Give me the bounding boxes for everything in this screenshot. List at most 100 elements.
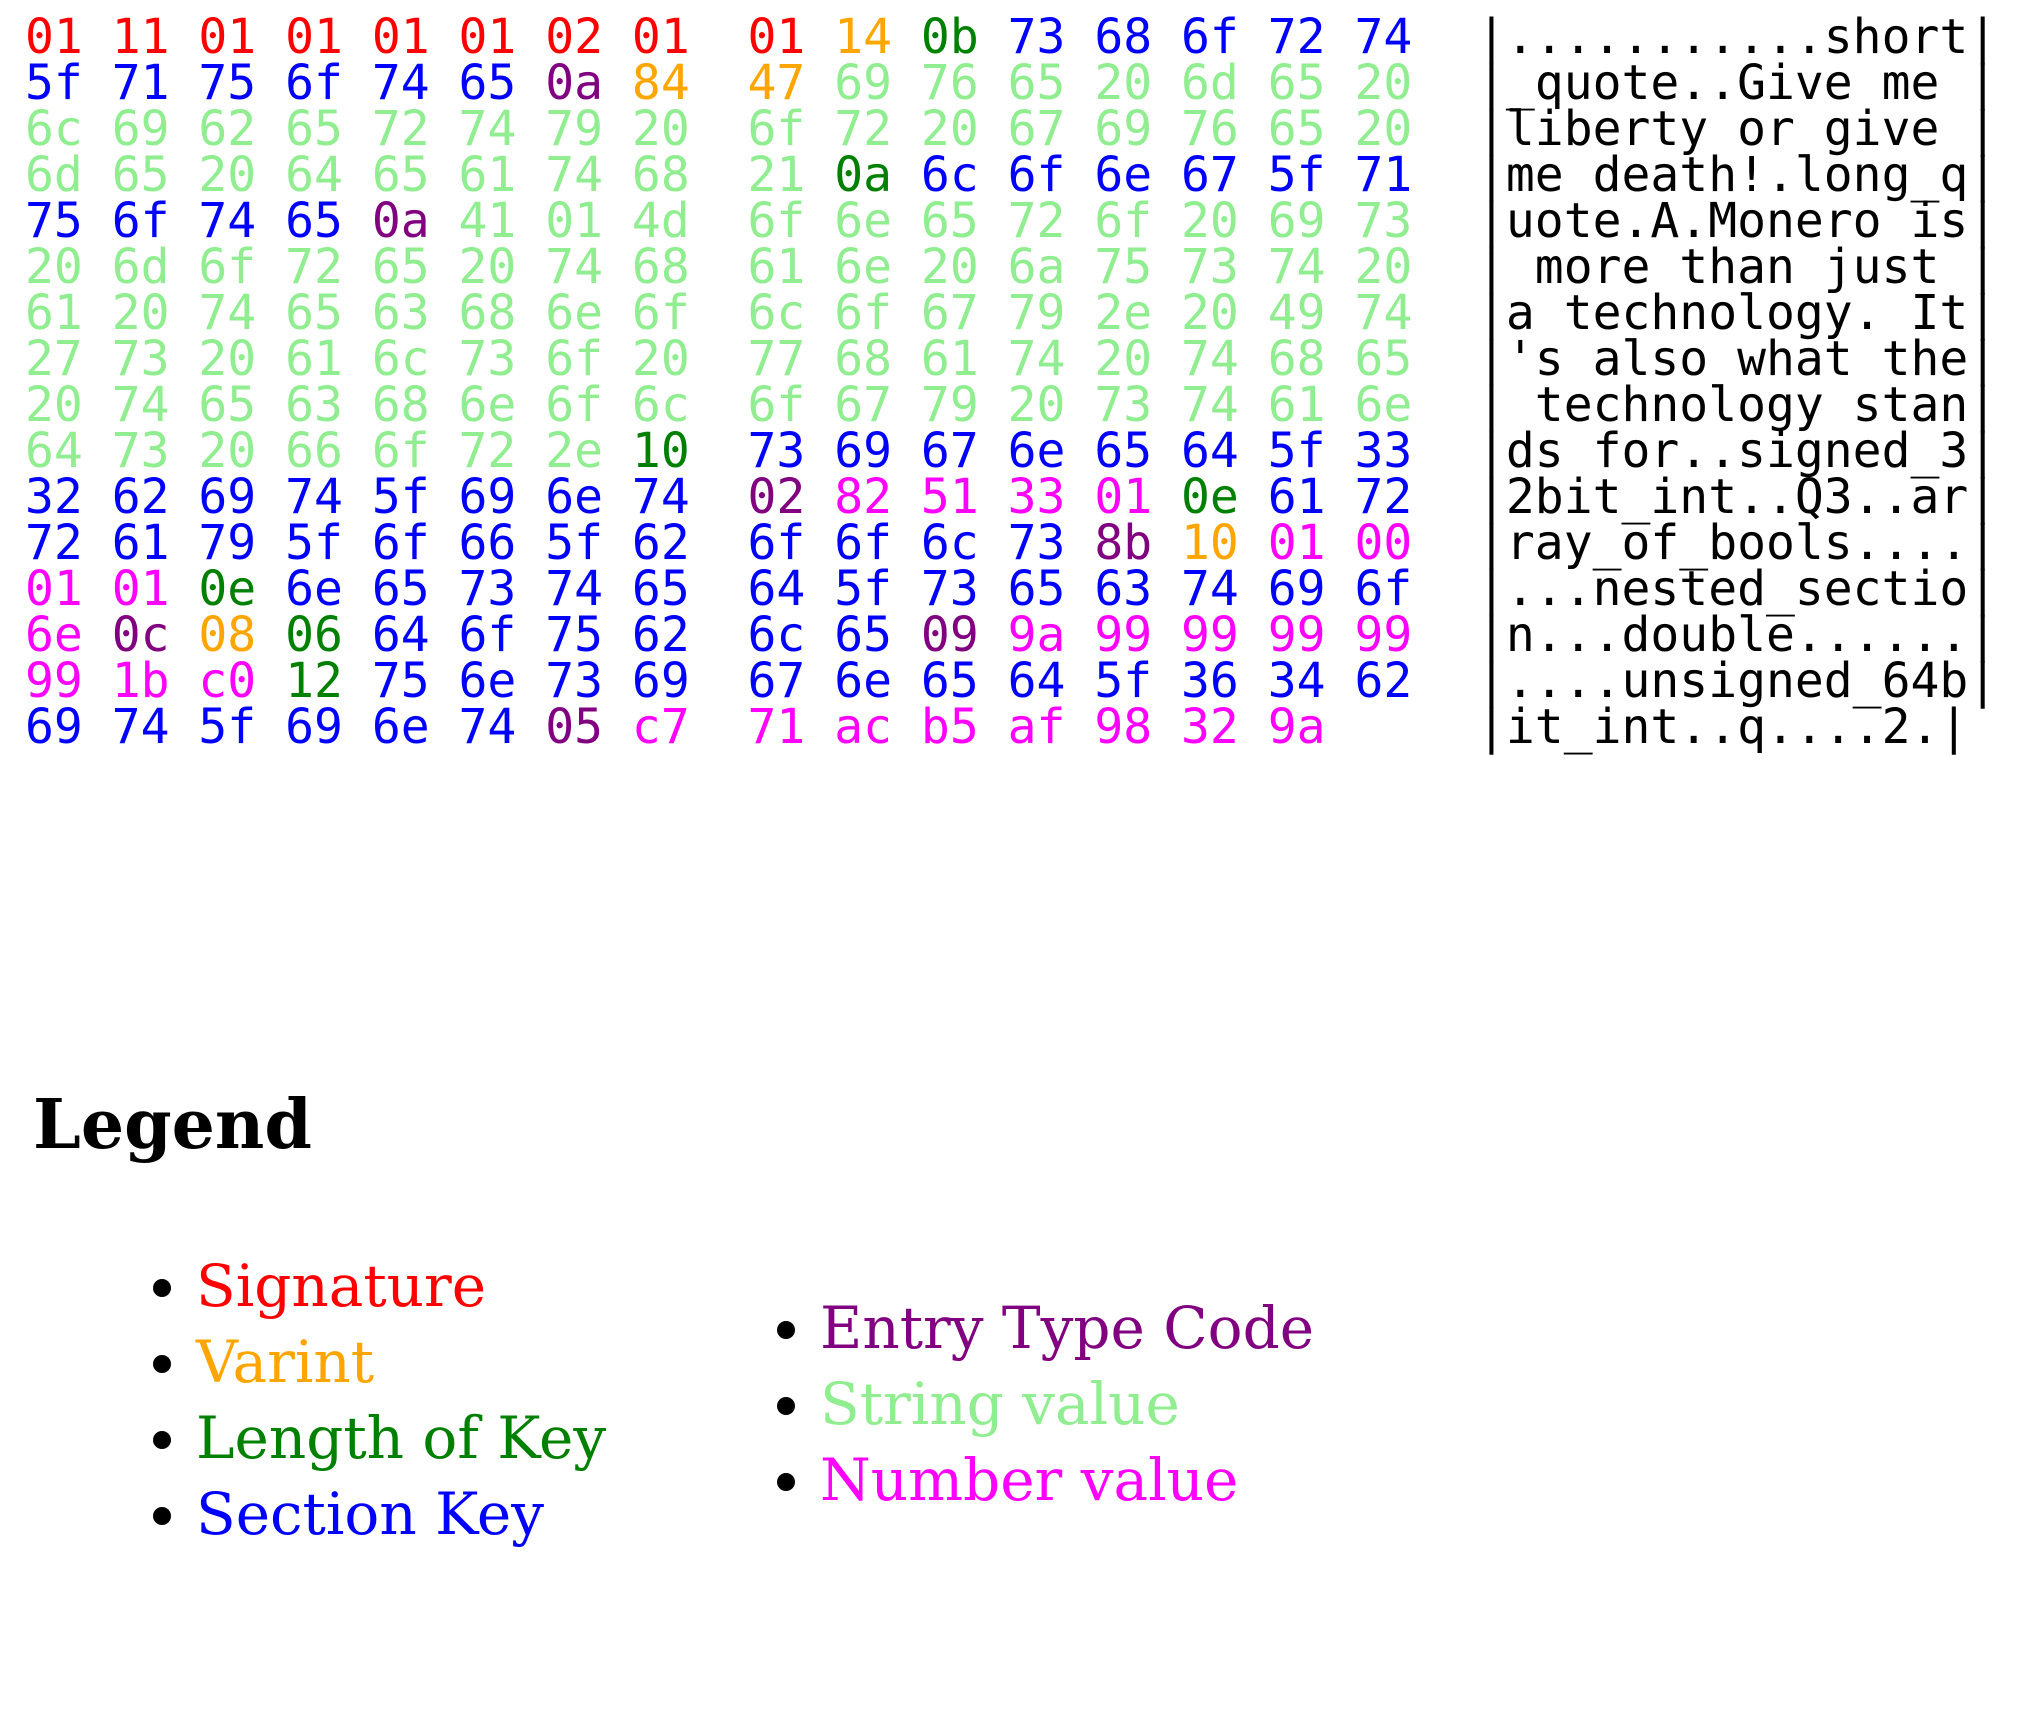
hex-byte: 05	[545, 699, 604, 755]
hex-byte: 65	[371, 561, 430, 617]
legend-title: Legend	[33, 1085, 312, 1165]
hex-byte: 6a	[1007, 239, 1066, 295]
hex-byte: 65	[111, 147, 170, 203]
hex-byte: 61	[25, 285, 83, 341]
hex-byte: 0b	[920, 9, 979, 65]
hex-byte: ac	[834, 699, 893, 755]
hex-byte: 72	[285, 239, 343, 295]
hex-byte: 61	[285, 331, 343, 387]
legend-item-label: Entry Type Code	[820, 1294, 1315, 1362]
hex-byte: 10	[1181, 515, 1239, 571]
hex-byte: 74	[458, 101, 517, 157]
hex-row: 6e 0c 08 06 64 6f 75 62 6c 65 09 9a 99 9…	[25, 611, 1997, 659]
hex-row: 61 20 74 65 63 68 6e 6f 6c 6f 67 79 2e 2…	[25, 289, 1997, 337]
ascii-text: |'s also what the|	[1477, 331, 1998, 387]
hex-byte: 62	[1354, 653, 1413, 709]
hex-byte: 20	[198, 423, 257, 479]
hex-byte: 75	[545, 607, 604, 663]
hex-byte: 20	[198, 147, 257, 203]
hex-byte: 74	[111, 377, 170, 433]
hex-byte: 01	[25, 561, 83, 617]
hex-byte: 74	[111, 699, 170, 755]
hex-byte: 68	[371, 377, 430, 433]
hex-byte: 6e	[285, 561, 343, 617]
hex-byte: 5f	[1267, 147, 1326, 203]
hex-byte: 0a	[834, 147, 893, 203]
hex-byte: 74	[1007, 331, 1066, 387]
ascii-text: | technology stan|	[1477, 377, 1998, 433]
hex-byte: 73	[458, 331, 517, 387]
hex-byte: 6f	[747, 377, 806, 433]
hex-byte: 01	[1267, 515, 1326, 571]
hex-byte: 79	[1007, 285, 1066, 341]
hex-byte: 76	[1181, 101, 1239, 157]
hex-byte: 68	[834, 331, 893, 387]
hex-byte: 67	[920, 423, 979, 479]
hex-byte: 74	[545, 561, 604, 617]
hex-byte: 61	[920, 331, 979, 387]
hex-byte: 79	[920, 377, 979, 433]
hex-byte: 64	[747, 561, 806, 617]
hex-byte: 65	[371, 239, 430, 295]
hex-byte: 0e	[198, 561, 257, 617]
hex-byte: 6e	[458, 653, 517, 709]
hex-byte: 01	[545, 193, 604, 249]
hex-row: 32 62 69 74 5f 69 6e 74 02 82 51 33 01 0…	[25, 473, 1997, 521]
ascii-text: |...nested_sectio|	[1477, 561, 1998, 617]
hex-byte: 20	[631, 331, 690, 387]
hex-byte: 20	[25, 377, 83, 433]
hex-byte: 14	[834, 9, 893, 65]
hex-byte: 77	[747, 331, 806, 387]
hex-byte: 21	[747, 147, 806, 203]
hex-byte: 6d	[111, 239, 170, 295]
hex-byte: 0a	[545, 55, 604, 111]
hex-byte: 73	[458, 561, 517, 617]
hex-byte: 12	[285, 653, 343, 709]
hex-row: 6d 65 20 64 65 61 74 68 21 0a 6c 6f 6e 6…	[25, 151, 1997, 199]
hex-byte: 74	[458, 699, 517, 755]
legend-item-section_key: Section Key	[196, 1476, 606, 1552]
hex-byte: 65	[1267, 55, 1326, 111]
hex-byte: 6e	[1354, 377, 1413, 433]
hex-byte: 5f	[371, 469, 430, 525]
hex-row: 75 6f 74 65 0a 41 01 4d 6f 6e 65 72 6f 2…	[25, 197, 1997, 245]
hex-byte: 99	[1267, 607, 1326, 663]
hex-byte: 08	[198, 607, 257, 663]
hex-byte: 20	[631, 101, 690, 157]
hex-byte: 6f	[747, 515, 806, 571]
hex-byte: 6e	[458, 377, 517, 433]
hex-byte: 72	[25, 515, 83, 571]
hex-byte: 6f	[111, 193, 170, 249]
ascii-text: |....unsigned_64b|	[1477, 653, 1998, 709]
hex-byte: 65	[1094, 423, 1153, 479]
hex-byte: 73	[545, 653, 604, 709]
hex-byte: 99	[1354, 607, 1413, 663]
hex-byte: 00	[1354, 515, 1413, 571]
hex-byte: 64	[285, 147, 343, 203]
hex-byte: 69	[458, 469, 517, 525]
hex-byte: 69	[1094, 101, 1153, 157]
hex-byte: 6c	[371, 331, 430, 387]
hex-byte: 6e	[371, 699, 430, 755]
hex-byte: 6f	[834, 285, 893, 341]
hex-byte: c7	[631, 699, 690, 755]
hex-byte: 74	[198, 285, 257, 341]
hex-byte: 65	[1007, 55, 1066, 111]
hex-byte: 74	[371, 55, 430, 111]
hex-byte: 2e	[545, 423, 604, 479]
hex-byte: 01	[747, 9, 806, 65]
hex-byte: 73	[111, 423, 170, 479]
hex-byte: 6f	[371, 515, 430, 571]
hex-byte: 4d	[631, 193, 690, 249]
hex-row: 99 1b c0 12 75 6e 73 69 67 6e 65 64 5f 3…	[25, 657, 1997, 705]
hex-byte: 74	[1181, 561, 1239, 617]
hex-byte: 65	[1354, 331, 1413, 387]
legend-item-entry_type_code: Entry Type Code	[820, 1290, 1314, 1366]
hex-byte: 65	[285, 101, 343, 157]
hex-byte: 72	[458, 423, 517, 479]
legend-item-varint: Varint	[196, 1324, 606, 1400]
hex-byte: 20	[920, 101, 979, 157]
hex-byte: 74	[631, 469, 690, 525]
hex-byte: 6f	[1354, 561, 1413, 617]
hexdump: 01 11 01 01 01 01 02 01 01 14 0b 73 68 6…	[25, 13, 1997, 751]
